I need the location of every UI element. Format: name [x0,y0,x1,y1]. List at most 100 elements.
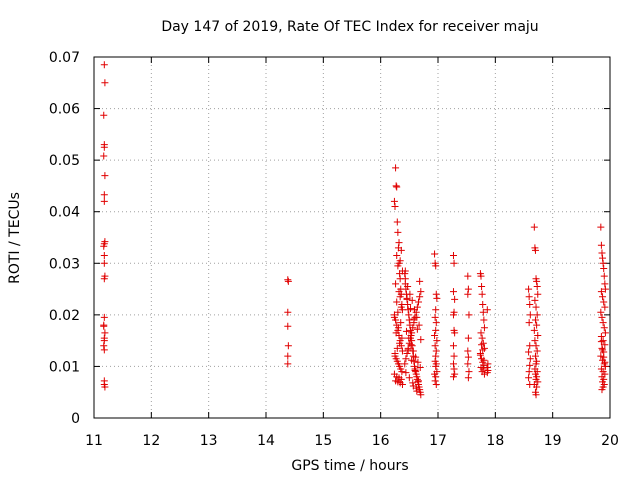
data-point [408,329,416,337]
data-point [405,339,413,347]
data-point [532,391,540,399]
data-point [480,324,488,332]
data-point [100,61,108,69]
data-point [480,344,488,352]
data-point [392,164,400,172]
data-point [449,373,457,381]
data-point [409,324,417,332]
data-point [480,356,488,364]
data-point [525,285,533,293]
data-point [450,352,458,360]
data-point [408,356,416,364]
data-point [465,311,473,319]
data-point [404,301,412,309]
data-point [395,239,403,247]
data-point [402,355,410,363]
data-point [600,264,608,272]
y-tick-label: 0.02 [49,308,80,324]
data-point [600,298,608,306]
data-point [392,280,400,288]
data-point [599,293,607,301]
data-point [401,267,409,275]
data-point [405,374,413,382]
data-point [533,282,541,290]
data-point [398,380,406,388]
data-point [526,355,534,363]
data-point [598,249,606,257]
data-point [284,277,292,285]
data-point [409,382,417,390]
data-point [432,352,440,360]
data-point [433,337,441,345]
data-point [601,303,609,311]
data-point [531,246,539,254]
data-point [598,386,606,394]
data-point [597,241,605,249]
data-point [432,290,440,298]
data-point [526,361,534,369]
data-point [413,325,421,333]
data-point [416,293,424,301]
data-point [405,316,413,324]
data-point [599,346,607,354]
data-point [402,327,410,335]
data-point [478,334,486,342]
data-point [101,79,109,87]
data-point [526,311,534,319]
data-point [393,218,401,226]
data-point [432,319,440,327]
data-point [525,368,533,376]
data-point [601,329,609,337]
data-point [597,288,605,296]
data-point [480,316,488,324]
data-point [601,285,609,293]
data-point [479,346,487,354]
data-point [449,342,457,350]
data-point [101,383,109,391]
data-point [414,358,422,366]
data-point [451,329,459,337]
data-point [525,319,533,327]
data-point [597,352,605,360]
data-point [101,172,109,180]
data-point [100,321,108,329]
data-point [534,331,542,339]
data-point [479,308,487,316]
grid [94,57,610,418]
data-point [598,313,606,321]
data-point [100,152,108,160]
data-point [464,334,472,342]
data-point [601,358,609,366]
data-point [477,329,485,337]
data-point [433,294,441,302]
x-tick-label: 18 [486,433,504,449]
data-point [432,380,440,388]
data-point [597,223,605,231]
data-point [416,363,424,371]
data-point [533,277,541,285]
data-point [396,339,404,347]
axis-ticks [93,56,611,419]
data-point [525,348,533,356]
data-point [478,282,486,290]
data-point [393,344,401,352]
data-point [394,324,402,332]
data-point [601,280,609,288]
data-point [432,306,440,314]
data-point [409,379,417,387]
x-tick-label: 16 [372,433,390,449]
data-point [464,374,472,382]
data-point [401,275,409,283]
x-tick-label: 13 [200,433,218,449]
data-point [398,347,406,355]
data-point [392,182,400,190]
data-point [408,296,416,304]
data-point [449,311,457,319]
data-point [464,285,472,293]
data-points [100,61,609,399]
data-point [417,336,425,344]
data-point [478,341,486,349]
data-point [409,347,417,355]
y-tick-label: 0.05 [49,153,80,169]
